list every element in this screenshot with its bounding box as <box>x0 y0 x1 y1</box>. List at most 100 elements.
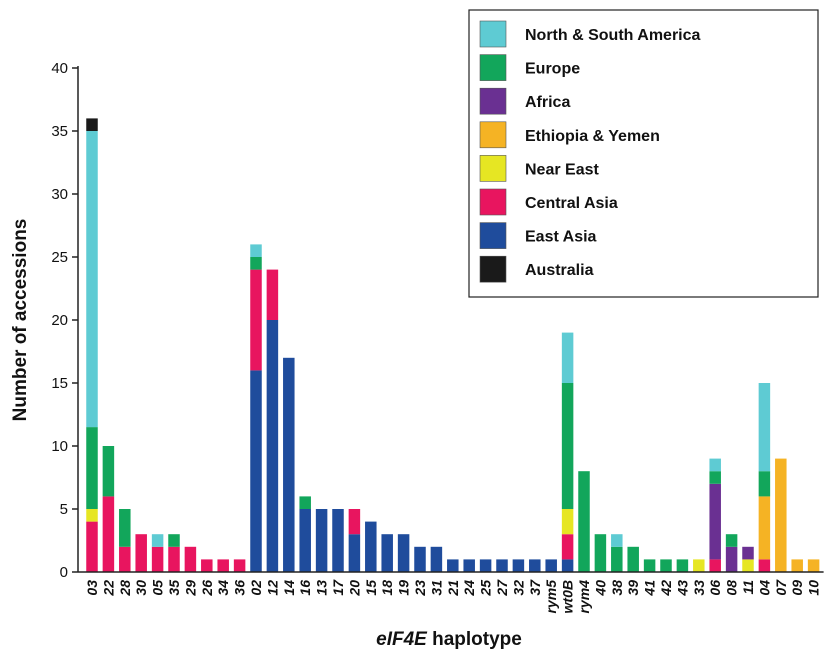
legend-label: Australia <box>525 262 594 279</box>
bar-segment-east-asia <box>545 559 557 572</box>
legend-label: North & South America <box>525 27 701 44</box>
legend-label: Near East <box>525 161 599 178</box>
x-tick-label: 12 <box>264 580 280 596</box>
bar-segment-ethiopia-yemen <box>775 458 787 572</box>
bars-group <box>86 118 820 572</box>
x-tick-label: 16 <box>297 580 313 596</box>
x-tick-label: 10 <box>806 580 822 596</box>
y-tick-label: 25 <box>51 249 68 266</box>
bar-segment-europe <box>86 427 98 509</box>
x-tick-label: 22 <box>100 580 116 597</box>
x-tick-label: 36 <box>232 580 248 596</box>
x-tick-label: 42 <box>658 580 674 597</box>
legend-swatch <box>479 121 507 149</box>
y-tick-label: 30 <box>51 186 68 203</box>
bar-segment-north-south-america <box>709 458 721 472</box>
bar-segment-ethiopia-yemen <box>807 559 820 572</box>
x-tick-label: rym4 <box>576 580 592 614</box>
x-tick-label: 33 <box>691 580 707 596</box>
bar-segment-europe <box>561 383 574 509</box>
x-tick-label: 15 <box>363 580 379 596</box>
x-tick-label: 23 <box>412 580 428 597</box>
bar-segment-europe <box>168 534 180 547</box>
x-tick-label: 34 <box>215 580 231 596</box>
x-tick-label: 06 <box>707 580 723 596</box>
bar-segment-east-asia <box>250 370 262 572</box>
bar-segment-east-asia <box>447 559 459 572</box>
x-tick-label: 26 <box>199 580 215 597</box>
x-tick-label: 35 <box>166 580 182 596</box>
x-tick-label: 21 <box>445 580 461 597</box>
x-tick-label: 31 <box>428 580 444 596</box>
x-tick-label: 29 <box>182 580 198 597</box>
x-tick-label: 03 <box>84 580 100 596</box>
bar-segment-north-south-america <box>561 332 574 383</box>
x-tick-label: 30 <box>133 580 149 596</box>
legend-label: Ethiopia & Yemen <box>525 128 660 145</box>
legend-swatch <box>479 20 507 48</box>
x-tick-label: 41 <box>642 580 658 597</box>
x-tick-label: 02 <box>248 580 264 596</box>
bar-segment-europe <box>250 257 262 270</box>
bar-segment-central-asia <box>135 534 147 572</box>
bar-segment-europe <box>119 509 131 547</box>
x-axis-title: eIF4E haplotype <box>376 629 522 650</box>
bar-segment-europe <box>578 471 590 572</box>
legend-label: East Asia <box>525 229 597 246</box>
bar-segment-central-asia <box>561 534 574 560</box>
x-tick-label: 07 <box>773 579 789 596</box>
legend-label: Africa <box>525 94 570 111</box>
bar-segment-central-asia <box>168 546 180 572</box>
bar-segment-near-east <box>561 509 574 535</box>
bar-segment-europe <box>299 496 311 509</box>
bar-segment-europe <box>758 471 771 497</box>
y-tick-label: 0 <box>60 564 68 581</box>
bar-segment-east-asia <box>283 357 295 572</box>
x-tick-label: 43 <box>674 580 690 597</box>
x-tick-label: 19 <box>396 580 412 596</box>
bar-segment-europe <box>709 471 721 484</box>
legend-swatch <box>479 255 507 283</box>
bar-segment-europe <box>676 559 689 572</box>
x-tick-label: wt0B <box>560 580 576 613</box>
bar-segment-europe <box>611 546 623 572</box>
x-tick-label: 20 <box>346 580 362 597</box>
x-tick-label: 13 <box>314 580 330 596</box>
y-tick-label: 40 <box>51 60 68 77</box>
y-axis: 0 5 10 15 20 25 30 35 40 <box>51 60 79 581</box>
x-tick-label: 39 <box>625 580 641 596</box>
legend: North & South America Europe Africa Ethiopi… <box>468 9 819 298</box>
bar-segment-east-asia <box>512 559 525 572</box>
bar-segment-central-asia <box>86 521 98 572</box>
bar-segment-east-asia <box>315 509 328 572</box>
bar-segment-north-south-america <box>151 534 164 547</box>
bar-segment-central-asia <box>709 559 721 572</box>
bar-segment-east-asia <box>479 559 492 572</box>
x-tick-label: 32 <box>510 580 526 596</box>
legend-swatch <box>479 222 507 249</box>
x-tick-label: 11 <box>740 580 756 595</box>
bar-segment-east-asia <box>332 509 344 572</box>
bar-segment-east-asia <box>365 521 377 572</box>
bar-segment-near-east <box>742 559 754 572</box>
bar-segment-near-east <box>86 509 98 522</box>
bar-segment-north-south-america <box>758 383 771 472</box>
bar-segment-north-south-america <box>86 131 98 428</box>
bar-segment-africa <box>725 546 738 572</box>
bar-segment-africa <box>709 483 721 560</box>
bar-segment-east-asia <box>529 559 541 572</box>
x-tick-label: 17 <box>330 579 346 596</box>
x-tick-label: 09 <box>789 580 805 596</box>
y-tick-label: 10 <box>51 438 68 455</box>
x-axis-title-gene: eIF4E <box>376 629 428 650</box>
x-axis-title-rest: haplotype <box>427 629 522 650</box>
bar-segment-europe <box>643 559 656 572</box>
bar-segment-central-asia <box>233 559 246 572</box>
x-tick-label: 38 <box>609 580 625 596</box>
bar-segment-east-asia <box>381 534 393 572</box>
bar-segment-east-asia <box>414 546 426 572</box>
bar-segment-europe <box>594 534 607 572</box>
bar-segment-east-asia <box>299 509 311 572</box>
bar-segment-east-asia <box>397 534 410 572</box>
x-tick-label: 04 <box>756 580 772 596</box>
